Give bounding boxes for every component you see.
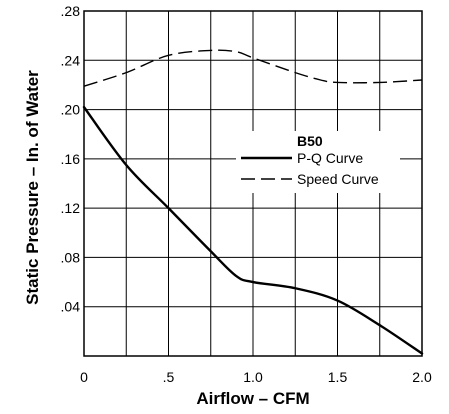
series-lines bbox=[82, 49, 424, 355]
y-tick-label: .28 bbox=[61, 3, 81, 19]
y-tick-label: .12 bbox=[61, 200, 81, 216]
x-tick-labels: 0 .5 1.0 1.5 2.0 bbox=[80, 369, 432, 385]
plot-frame bbox=[83, 10, 423, 357]
y-tick-labels: .04 .08 .12 .16 .20 .24 .28 bbox=[61, 3, 81, 315]
legend-label-pq-curve: P-Q Curve bbox=[297, 150, 363, 166]
legend-label-speed-curve: Speed Curve bbox=[297, 171, 379, 187]
y-tick-label: .04 bbox=[61, 299, 81, 315]
x-tick-label: 0 bbox=[80, 369, 88, 385]
legend-title: B50 bbox=[297, 133, 323, 149]
x-tick-label: 1.0 bbox=[243, 369, 263, 385]
legend-background bbox=[236, 131, 400, 193]
x-axis-title: Airflow – CFM bbox=[196, 389, 309, 408]
y-tick-label: .24 bbox=[61, 52, 81, 68]
x-tick-label: 1.5 bbox=[328, 369, 348, 385]
y-tick-label: .16 bbox=[61, 151, 81, 167]
y-tick-label: .08 bbox=[61, 249, 81, 265]
pq-curve-line bbox=[82, 105, 424, 355]
x-tick-label: .5 bbox=[163, 369, 175, 385]
y-tick-label: .20 bbox=[61, 102, 81, 118]
x-tick-label: 2.0 bbox=[412, 369, 432, 385]
legend: B50 P-Q Curve Speed Curve bbox=[236, 131, 400, 193]
y-axis-title: Static Pressure – In. of Water bbox=[23, 70, 42, 305]
